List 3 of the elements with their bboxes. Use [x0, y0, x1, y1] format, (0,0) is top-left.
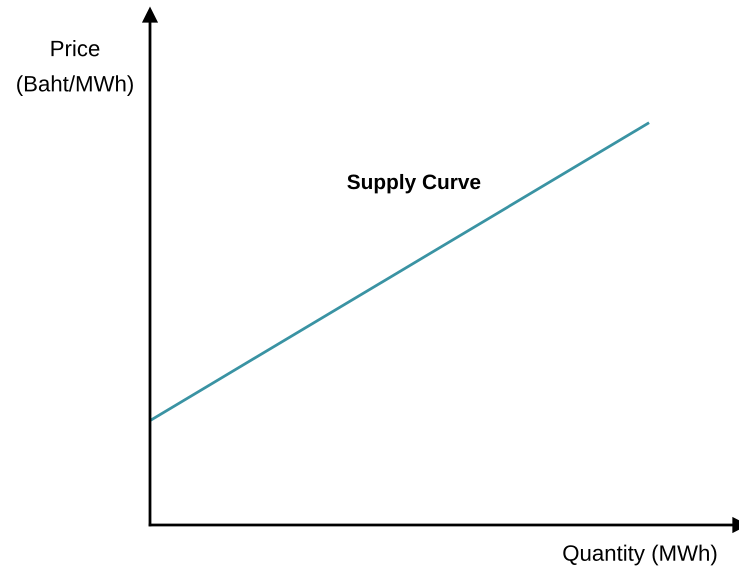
- x-axis-title: Quantity (MWh): [563, 544, 716, 566]
- series-label: Supply Curve: [347, 174, 480, 194]
- y-axis-title: Price (Baht/MWh): [17, 40, 133, 96]
